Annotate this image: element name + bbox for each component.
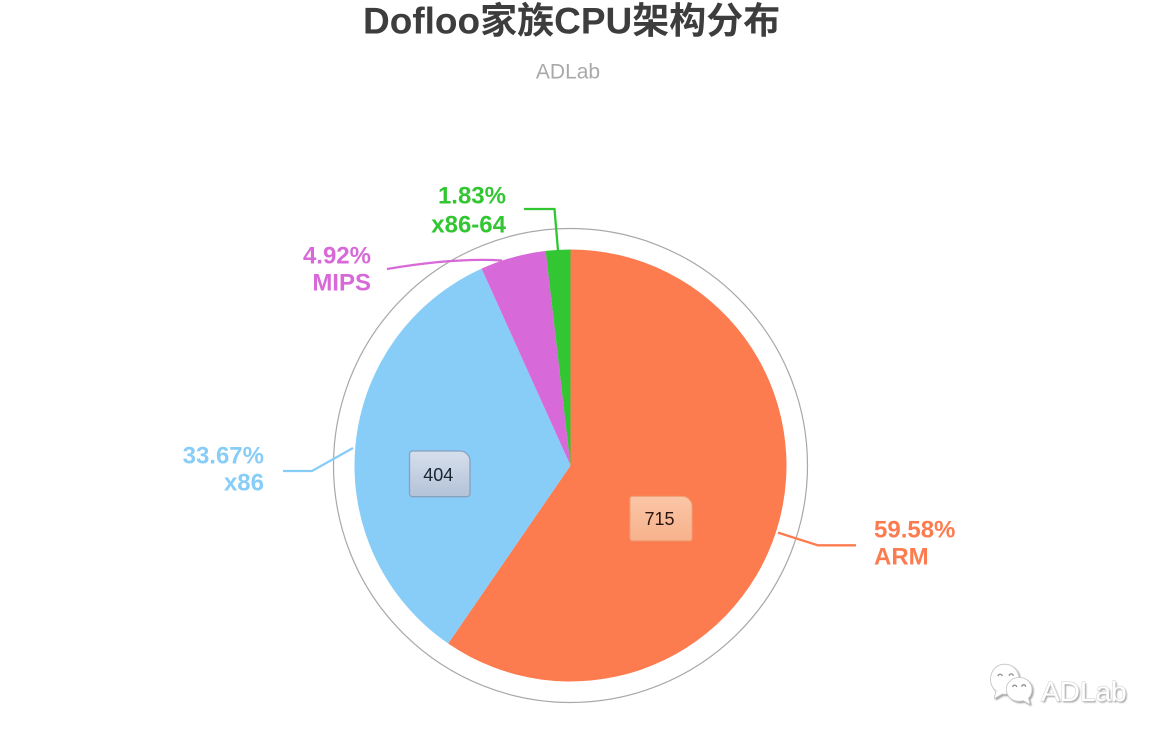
svg-text:33.67%: 33.67% [183,443,264,470]
svg-text:MIPS: MIPS [312,270,371,297]
svg-text:ADLab: ADLab [1041,676,1127,707]
svg-text:ADLab: ADLab [1041,676,1127,707]
svg-text:404: 404 [423,465,453,485]
svg-text:CPU: CPU [554,1,632,42]
svg-text:ARM: ARM [874,544,929,571]
svg-text:715: 715 [644,509,674,529]
svg-text:1.83%: 1.83% [438,183,506,210]
svg-text:ADLab: ADLab [536,61,600,84]
svg-text:x86-64: x86-64 [431,212,506,239]
svg-text:x86: x86 [224,470,264,497]
svg-text:Dofloo: Dofloo [363,1,480,42]
svg-text:4.92%: 4.92% [303,243,371,270]
svg-text:59.58%: 59.58% [874,517,955,544]
